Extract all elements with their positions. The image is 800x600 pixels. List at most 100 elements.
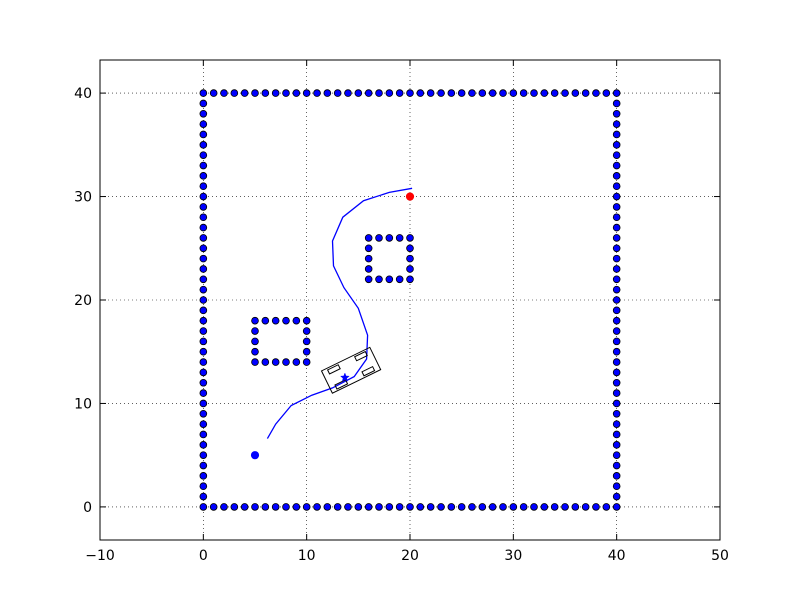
obstacle-point <box>323 503 332 511</box>
obstacle-point <box>292 89 301 97</box>
obstacle-point <box>385 89 394 97</box>
obstacle-point <box>199 203 208 211</box>
obstacle-point <box>364 244 373 253</box>
obstacle-point <box>581 503 590 511</box>
obstacle-point <box>271 358 280 366</box>
y-tick-label: 30 <box>74 190 92 206</box>
obstacle-point <box>478 89 487 97</box>
y-tick-label: 20 <box>74 293 92 309</box>
obstacle-point <box>612 172 621 180</box>
obstacle-point <box>375 503 383 511</box>
obstacle-point <box>509 89 518 97</box>
trajectory-line <box>266 187 413 439</box>
obstacle-points <box>199 89 621 511</box>
obstacle-point <box>199 213 208 222</box>
obstacle-point <box>271 316 280 325</box>
obstacle-point <box>302 347 311 356</box>
obstacle-point <box>612 223 621 232</box>
obstacle-point <box>199 378 208 387</box>
obstacle-point <box>302 89 311 97</box>
obstacle-point <box>612 482 621 491</box>
obstacle-point <box>416 89 425 97</box>
vehicle <box>320 346 382 394</box>
obstacle-point <box>612 337 621 346</box>
obstacle-point <box>488 503 497 511</box>
obstacle-point <box>612 503 621 511</box>
obstacle-point <box>406 254 414 263</box>
x-tick-label: 10 <box>298 548 316 564</box>
obstacle-point <box>447 503 456 511</box>
obstacle-point <box>251 316 259 325</box>
obstacle-point <box>375 234 383 242</box>
obstacle-point <box>199 244 208 253</box>
obstacle-point <box>488 89 497 97</box>
obstacle-point <box>612 358 621 366</box>
trajectory <box>266 187 413 439</box>
obstacle-point <box>406 265 414 273</box>
vehicle-wheel <box>353 350 368 362</box>
obstacle-point <box>199 389 208 397</box>
obstacle-point <box>561 89 569 97</box>
obstacle-point <box>395 503 404 511</box>
obstacle-point <box>282 503 290 511</box>
y-tick-label: 10 <box>74 396 92 412</box>
obstacle-point <box>406 89 414 97</box>
obstacle-point <box>271 503 280 511</box>
obstacle-point <box>406 503 414 511</box>
obstacle-point <box>385 503 394 511</box>
obstacle-point <box>199 223 208 232</box>
obstacle-point <box>261 358 270 366</box>
obstacle-point <box>199 120 208 128</box>
obstacle-point <box>457 89 466 97</box>
obstacle-point <box>230 503 239 511</box>
obstacle-point <box>395 234 404 242</box>
obstacle-point <box>550 503 559 511</box>
obstacle-point <box>612 420 621 428</box>
obstacle-point <box>612 296 621 304</box>
obstacle-point <box>612 285 621 294</box>
obstacle-point <box>344 503 352 511</box>
obstacle-point <box>540 89 549 97</box>
obstacle-point <box>313 89 321 97</box>
obstacle-point <box>612 327 621 335</box>
obstacle-point <box>344 89 352 97</box>
obstacle-point <box>612 347 621 356</box>
obstacle-point <box>302 327 311 335</box>
obstacle-point <box>426 89 435 97</box>
obstacle-point <box>230 89 239 97</box>
obstacle-point <box>385 275 394 284</box>
x-tick-label: 20 <box>401 548 419 564</box>
obstacle-point <box>581 89 590 97</box>
obstacle-point <box>437 89 445 97</box>
obstacle-point <box>612 141 621 149</box>
obstacle-point <box>375 89 383 97</box>
obstacle-point <box>292 358 301 366</box>
obstacle-point <box>416 503 425 511</box>
obstacle-point <box>447 89 456 97</box>
obstacle-point <box>406 244 414 253</box>
obstacle-point <box>612 99 621 108</box>
obstacle-point <box>199 420 208 428</box>
obstacle-point <box>302 358 311 366</box>
obstacle-point <box>612 151 621 159</box>
x-tick-label: −10 <box>85 548 115 564</box>
obstacle-point <box>478 503 487 511</box>
obstacle-point <box>364 265 373 273</box>
obstacle-point <box>612 451 621 459</box>
obstacle-point <box>612 244 621 253</box>
vehicle-reference-marker <box>339 372 350 382</box>
vehicle-wheel <box>361 365 376 377</box>
obstacle-point <box>550 89 559 97</box>
obstacle-point <box>199 482 208 491</box>
obstacle-point <box>612 120 621 128</box>
obstacle-point <box>612 254 621 263</box>
obstacle-point <box>385 234 394 242</box>
obstacle-point <box>395 275 404 284</box>
obstacle-point <box>282 316 290 325</box>
obstacle-point <box>199 275 208 284</box>
obstacle-point <box>302 316 311 325</box>
obstacle-point <box>271 89 280 97</box>
obstacle-point <box>571 503 580 511</box>
obstacle-point <box>612 378 621 387</box>
